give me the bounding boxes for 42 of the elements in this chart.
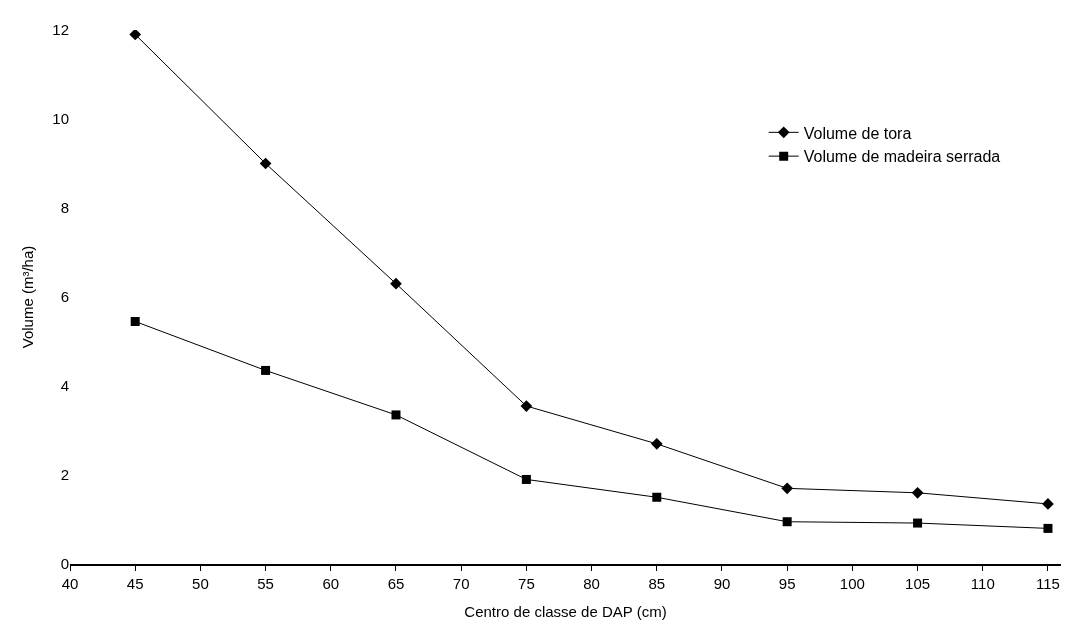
point bbox=[1043, 523, 1053, 533]
x-tick-label: 95 bbox=[778, 575, 796, 592]
y-tick-label: 8 bbox=[60, 199, 69, 217]
y-tick-label: 12 bbox=[52, 21, 69, 39]
legend-label: Volume de madeira serrada bbox=[803, 148, 1001, 166]
x-tick-label: 70 bbox=[452, 575, 470, 592]
y-tick-label: 6 bbox=[60, 288, 69, 306]
point bbox=[391, 410, 401, 420]
x-tick-label: 90 bbox=[713, 575, 731, 592]
point bbox=[652, 492, 662, 502]
x-tick-label: 85 bbox=[648, 575, 666, 592]
x-tick-label: 40 bbox=[61, 575, 79, 592]
point bbox=[781, 482, 794, 495]
x-tick-label: 115 bbox=[1036, 575, 1060, 592]
point bbox=[782, 517, 792, 527]
x-tick-label: 75 bbox=[518, 575, 535, 592]
point bbox=[521, 474, 531, 484]
x-tick-label: 100 bbox=[839, 575, 865, 592]
x-tick-label: 55 bbox=[257, 575, 274, 592]
point bbox=[130, 316, 140, 326]
x-tick-label: 60 bbox=[322, 575, 340, 592]
x-tick-label: 110 bbox=[970, 575, 995, 592]
x-tick-label: 45 bbox=[126, 575, 144, 592]
point bbox=[650, 438, 663, 450]
x-tick-label: 50 bbox=[192, 575, 209, 592]
point bbox=[261, 365, 271, 375]
y-tick-label: 2 bbox=[60, 466, 69, 484]
x-axis-title: Centro de classe de DAP (cm) bbox=[464, 602, 667, 620]
point bbox=[129, 30, 142, 41]
x-tick-label: 80 bbox=[583, 575, 600, 592]
y-tick-label: 0 bbox=[60, 555, 69, 573]
point bbox=[259, 157, 272, 170]
x-tick-label: 65 bbox=[387, 575, 405, 592]
y-axis-title: Volume (m³/ha) bbox=[18, 245, 36, 349]
x-tick-label: 105 bbox=[905, 575, 931, 592]
point bbox=[390, 277, 402, 290]
legend-label: Volume de tora bbox=[803, 124, 912, 142]
point bbox=[913, 518, 923, 528]
y-tick-label: 10 bbox=[52, 110, 69, 128]
point bbox=[911, 486, 924, 499]
y-tick-label: 4 bbox=[60, 377, 69, 395]
point bbox=[520, 400, 533, 412]
